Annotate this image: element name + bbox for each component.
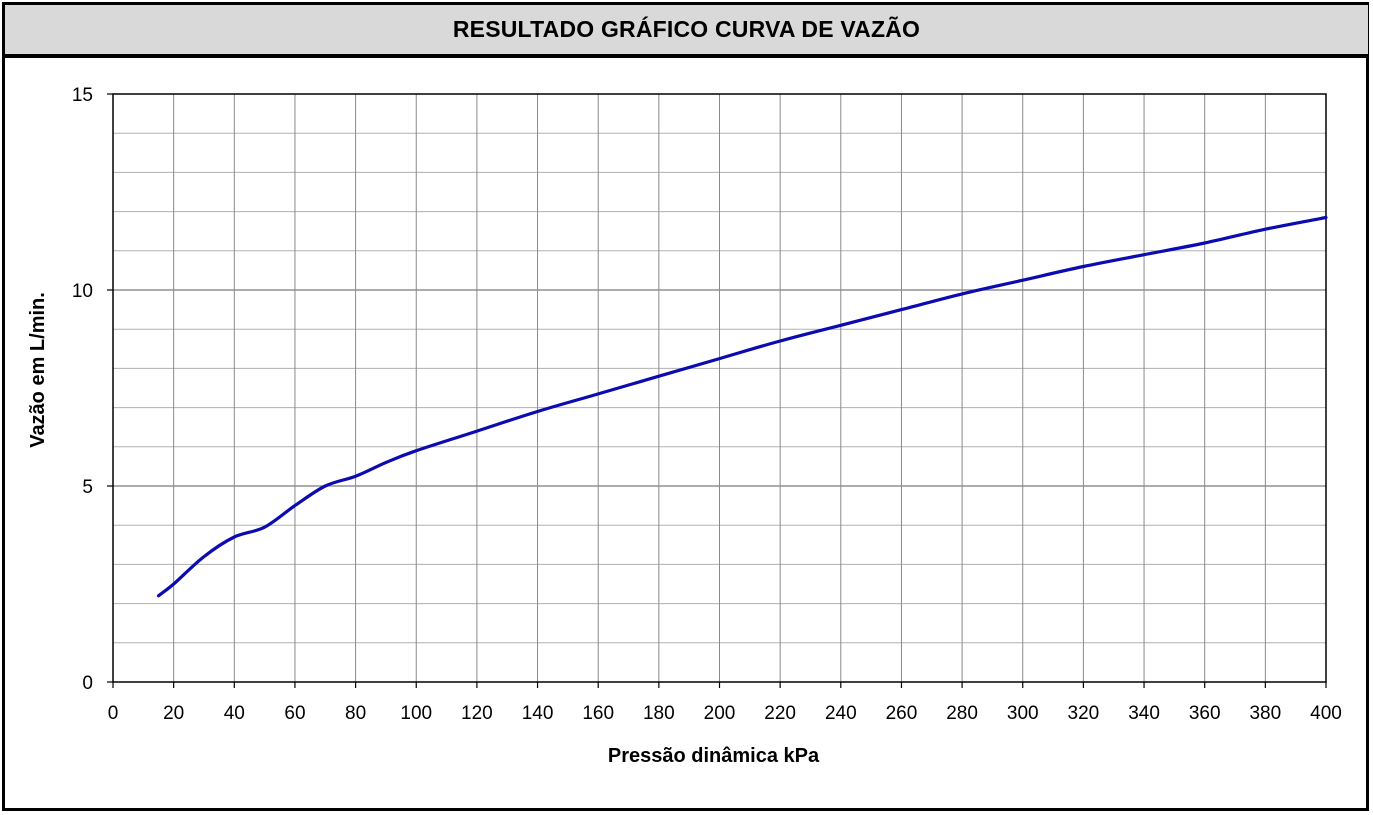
x-tick-label: 120 [461, 703, 493, 724]
x-tick-label: 400 [1310, 703, 1342, 724]
y-tick-label: 5 [82, 477, 93, 498]
x-tick-label: 280 [946, 703, 978, 724]
y-tick-label: 15 [72, 85, 93, 106]
x-tick-label: 320 [1068, 703, 1100, 724]
x-tick-label: 180 [643, 703, 675, 724]
x-tick-label: 200 [704, 703, 736, 724]
chart-title: RESULTADO GRÁFICO CURVA DE VAZÃO [452, 16, 921, 42]
x-tick-label: 380 [1249, 703, 1281, 724]
x-tick-label: 40 [224, 703, 245, 724]
x-tick-label: 20 [163, 703, 184, 724]
x-tick-label: 140 [522, 703, 554, 724]
x-tick-label: 360 [1189, 703, 1221, 724]
major-gridlines [113, 94, 1326, 682]
x-tick-label: 300 [1007, 703, 1039, 724]
x-tick-label: 100 [400, 703, 432, 724]
y-axis-title: Vazão em L/min. [27, 292, 49, 448]
x-tick-label: 260 [886, 703, 918, 724]
x-axis-ticks: 0 20 40 60 80 100 120 140 160 180 200 220 240 260 280 3… [108, 682, 1342, 724]
series-line-flow [156, 215, 1328, 598]
x-tick-label: 220 [764, 703, 796, 724]
y-tick-label: 10 [72, 281, 93, 302]
x-tick-label: 80 [345, 703, 366, 724]
x-tick-label: 340 [1128, 703, 1160, 724]
x-tick-label: 160 [582, 703, 614, 724]
y-tick-label: 0 [82, 673, 93, 694]
x-tick-label: 0 [108, 703, 119, 724]
x-tick-label: 240 [825, 703, 857, 724]
x-tick-label: 60 [284, 703, 305, 724]
x-axis-title: Pressão dinâmica kPa [608, 745, 820, 767]
y-axis-ticks: 0 5 10 15 [72, 85, 113, 694]
chart-title-bar: RESULTADO GRÁFICO CURVA DE VAZÃO [5, 5, 1368, 58]
